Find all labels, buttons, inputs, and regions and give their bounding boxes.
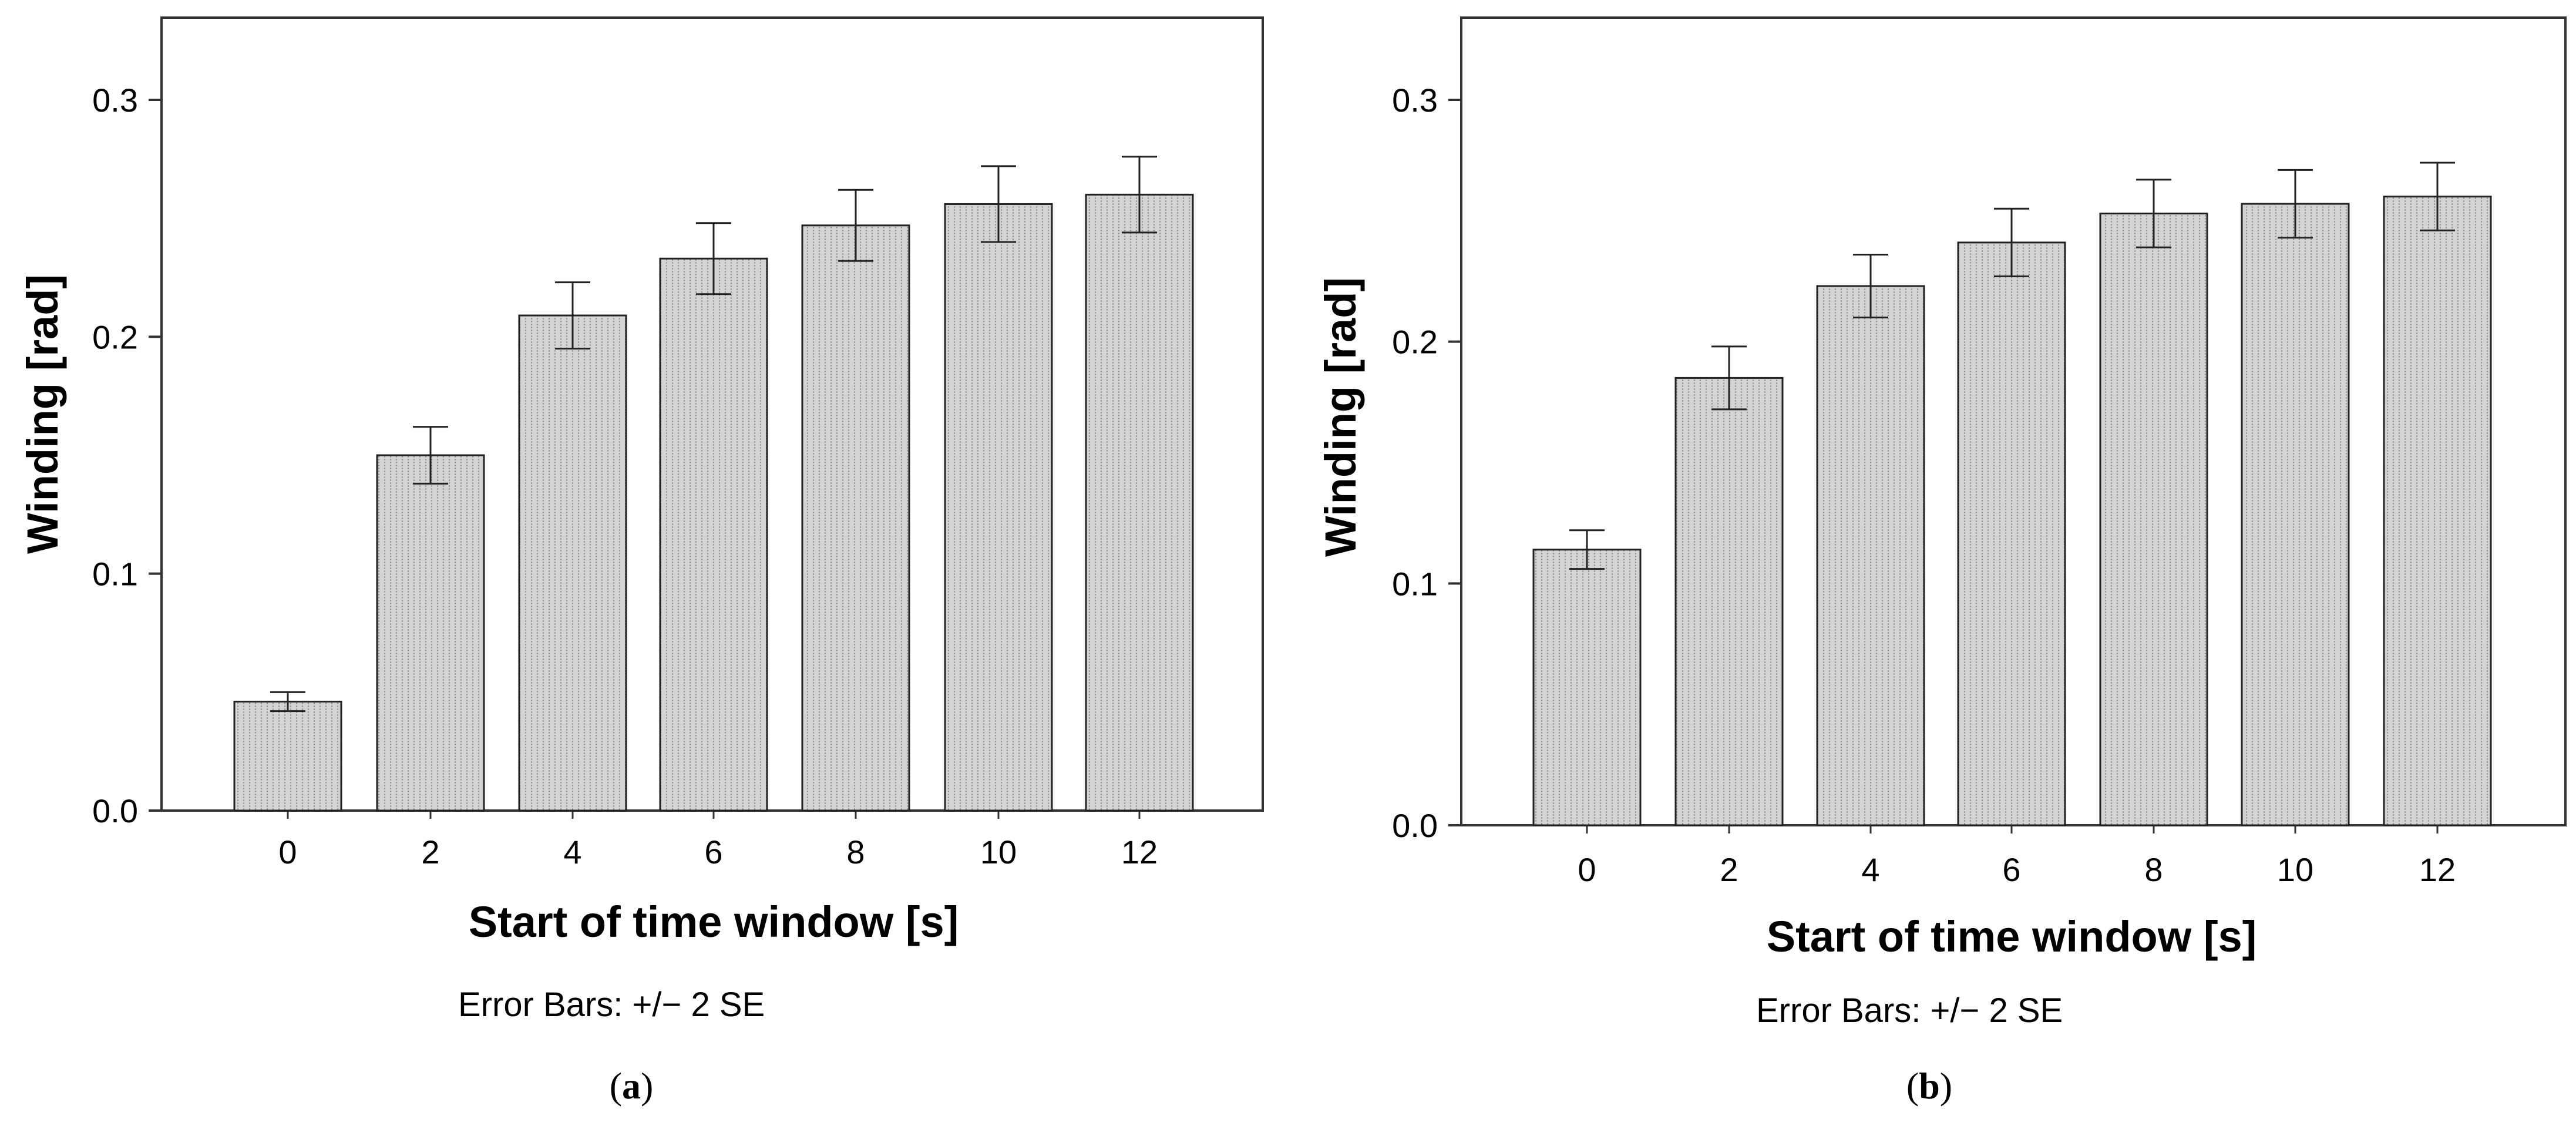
- error-bars-note: Error Bars: +/− 2 SE: [1756, 991, 2063, 1030]
- bar: [1532, 549, 1642, 826]
- bar: [659, 257, 768, 812]
- y-tick-label: 0.2: [1392, 324, 1438, 361]
- panel-letter-a: a: [622, 1065, 641, 1107]
- y-tick-label: 0.1: [92, 556, 138, 593]
- bar: [1674, 377, 1784, 826]
- y-axis-title: Winding [rad]: [18, 274, 67, 554]
- x-axis-title: Start of time window [s]: [1767, 912, 2257, 961]
- x-tick-label: 6: [704, 833, 722, 870]
- error-bars: [1569, 162, 2455, 570]
- chart-panel-a: 0.0 0.1 0.2 0.3 0 2 4 6 8 10 12 Start of time win…: [18, 16, 1264, 1107]
- x-axis: 0 2 4 6 8 10 12: [1578, 825, 2456, 888]
- y-tick-label: 0.0: [1392, 807, 1438, 844]
- bar: [1085, 193, 1194, 812]
- x-tick-label: 10: [2277, 851, 2313, 888]
- panel-label-b: (b): [1906, 1065, 1952, 1107]
- y-tick-label: 0.0: [92, 792, 138, 829]
- bar: [376, 454, 485, 812]
- x-axis: 0 2 4 6 8 10 12: [278, 811, 1158, 870]
- y-tick-label: 0.2: [92, 318, 138, 355]
- x-tick-label: 4: [563, 833, 581, 870]
- x-tick-label: 12: [2419, 851, 2456, 888]
- x-tick-label: 8: [2144, 851, 2163, 888]
- x-tick-label: 12: [1121, 833, 1158, 870]
- y-axis: 0.0 0.1 0.2 0.3: [92, 82, 162, 829]
- bar: [801, 224, 910, 812]
- y-axis-title: Winding [rad]: [1316, 277, 1365, 557]
- chart-panel-b: 0.0 0.1 0.2 0.3 0 2 4 6 8 10 12 Start of time win…: [1316, 16, 2567, 1107]
- panel-label-a: (a): [610, 1065, 654, 1107]
- bar: [2241, 203, 2350, 826]
- x-tick-label: 2: [421, 833, 439, 870]
- y-tick-label: 0.1: [1392, 565, 1438, 602]
- bar: [2099, 212, 2208, 826]
- x-tick-label: 6: [2002, 851, 2020, 888]
- x-tick-label: 4: [1861, 851, 1879, 888]
- bars: [233, 193, 1194, 812]
- bars: [1532, 196, 2492, 826]
- bar: [1957, 241, 2066, 826]
- y-axis: 0.0 0.1 0.2 0.3: [1392, 82, 1461, 844]
- x-tick-label: 10: [980, 833, 1017, 870]
- bar: [518, 314, 627, 812]
- bar: [1816, 285, 1925, 826]
- x-tick-label: 2: [1720, 851, 1738, 888]
- bar: [944, 203, 1053, 812]
- x-tick-label: 8: [846, 833, 865, 870]
- bar: [2383, 196, 2492, 826]
- x-axis-title: Start of time window [s]: [469, 898, 959, 946]
- error-bars: [270, 156, 1157, 712]
- x-tick-label: 0: [1578, 851, 1596, 888]
- error-bars-note: Error Bars: +/− 2 SE: [458, 986, 765, 1024]
- bar: [233, 700, 342, 812]
- panel-letter-b: b: [1919, 1065, 1940, 1107]
- x-tick-label: 0: [278, 833, 297, 870]
- y-tick-label: 0.3: [92, 82, 138, 119]
- y-tick-label: 0.3: [1392, 82, 1438, 119]
